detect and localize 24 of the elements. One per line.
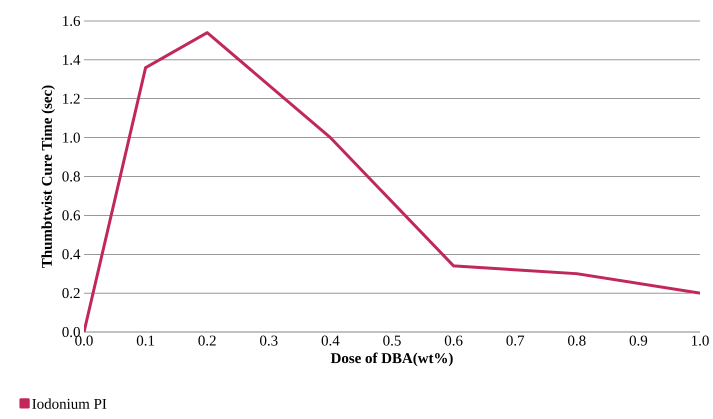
y-tick-label: 1.6 xyxy=(63,16,80,26)
y-tick-label: 0.6 xyxy=(62,210,80,220)
x-tick-label: 0.2 xyxy=(198,336,216,346)
y-tick-label: 0.8 xyxy=(62,171,80,182)
x-tick-label: 0.0 xyxy=(75,336,93,346)
x-tick-label: 0.1 xyxy=(136,336,154,346)
x-tick-label: 0.4 xyxy=(322,336,340,346)
y-tick-label: 1.0 xyxy=(63,132,80,143)
x-tick-label: 0.9 xyxy=(630,336,648,346)
y-tick-label: 0.2 xyxy=(62,288,80,298)
x-tick-label: 0.6 xyxy=(444,336,462,346)
y-tick-label: 0.0 xyxy=(62,326,80,338)
x-tick-label: 0.3 xyxy=(260,336,278,346)
y-tick-label: 1.2 xyxy=(63,94,80,104)
line-series xyxy=(84,31,700,332)
x-tick-label: 1.0 xyxy=(692,336,709,346)
x-tick-label: 0.8 xyxy=(568,336,586,346)
y-axis-title: Thumbtwist Cure Time (sec) xyxy=(41,86,55,268)
x-tick-label: 0.7 xyxy=(506,336,524,346)
y-tick-label: 0.4 xyxy=(62,249,80,260)
y-tick-label: 1.4 xyxy=(63,54,80,65)
x-axis-title: Dose of DBA(wt%) xyxy=(330,352,453,366)
x-tick-label: 0.5 xyxy=(383,336,401,346)
legend-label: Iodonium PI xyxy=(32,398,106,409)
